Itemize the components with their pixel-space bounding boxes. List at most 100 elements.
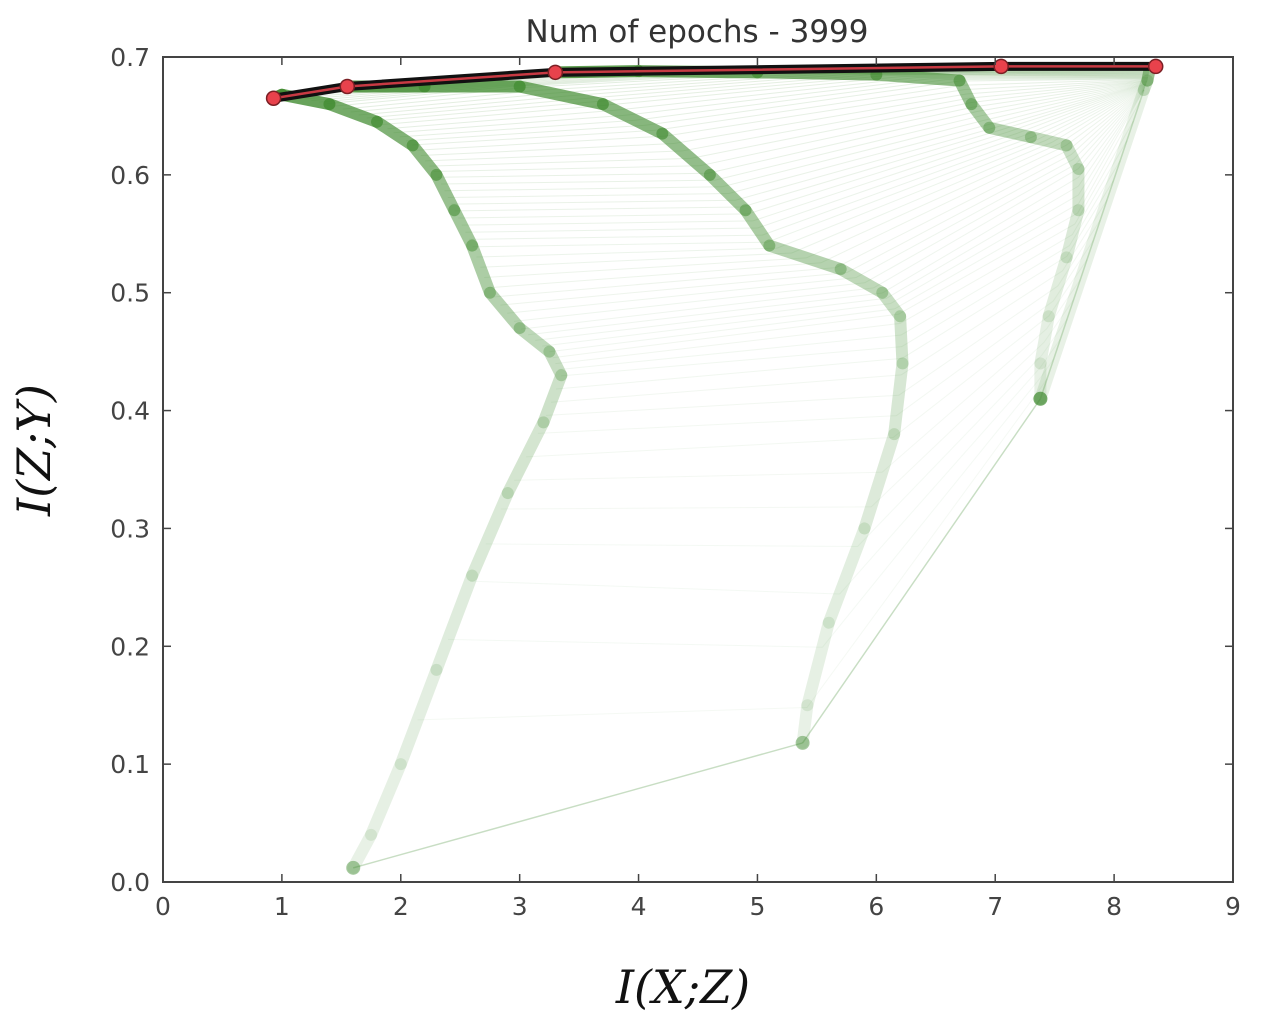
fan-link (542, 303, 891, 347)
fan-link (485, 543, 858, 548)
fan-link (673, 93, 967, 144)
fan-link (437, 172, 709, 178)
fan-link (451, 199, 736, 205)
series-segment (1034, 84, 1150, 405)
series-segment (483, 286, 526, 335)
fan-link (882, 176, 1079, 294)
x-tick-label: 1 (274, 892, 290, 921)
fan-link (890, 194, 1079, 305)
series-segment (371, 115, 419, 152)
fan-link (791, 141, 1053, 254)
series-segment (394, 663, 443, 771)
fan-link (900, 270, 1063, 376)
fan-link (961, 78, 1148, 86)
fan-link (353, 742, 803, 869)
fan-link (900, 223, 1076, 324)
fan-link (465, 227, 758, 233)
fan-link (350, 92, 552, 113)
fan-link (1074, 120, 1134, 225)
series-segment (466, 487, 514, 582)
fan-link (1075, 87, 1145, 165)
fan-link (870, 341, 1045, 508)
series-segment (537, 369, 568, 429)
fan-link (556, 357, 903, 390)
series-segment (834, 263, 889, 299)
fan-link (425, 150, 683, 162)
fan-link (366, 98, 579, 119)
fan-link (1077, 88, 1145, 170)
y-axis-label: I(Z;Y) (7, 384, 61, 517)
fan-link (1059, 85, 1146, 145)
series-segment (430, 168, 461, 217)
fan-link (690, 102, 971, 159)
series-segment (858, 428, 901, 535)
x-axis-label: I(X;Z) (615, 960, 750, 1014)
fan-link (1052, 239, 1095, 302)
fan-link (983, 81, 1147, 121)
fan-link (555, 322, 901, 365)
fan-link (776, 140, 1046, 249)
fan-link (469, 580, 840, 595)
series-segment (596, 98, 669, 140)
fan-link (707, 110, 978, 174)
fan-link (1071, 140, 1128, 235)
series-segment (822, 522, 871, 629)
fan-link (412, 129, 656, 146)
series-segment (870, 68, 966, 87)
fan-link (1038, 84, 1146, 140)
series-segment (1034, 310, 1055, 370)
series-segment (1042, 251, 1073, 323)
fan-link (393, 114, 626, 134)
fan-link (976, 81, 1148, 112)
fan-link (447, 193, 729, 198)
fan-link (374, 101, 593, 122)
fan-link (757, 135, 1025, 229)
series-segment (888, 357, 909, 441)
fan-link (742, 129, 1001, 208)
fan-link (353, 742, 803, 869)
fan-link (441, 179, 716, 185)
fan-link (1048, 259, 1088, 317)
fan-link (766, 138, 1039, 243)
fan-link (973, 80, 1148, 108)
series-segment (406, 139, 443, 181)
fan-link (625, 78, 932, 116)
series-layer (267, 62, 1156, 875)
series-segment (983, 121, 1037, 144)
fan-link (342, 89, 539, 110)
fan-link (855, 158, 1074, 279)
fan-link (1078, 89, 1145, 196)
fan-link (898, 285, 1059, 396)
series-line (549, 65, 1085, 406)
fan-link (1007, 83, 1147, 133)
fan-link (901, 245, 1070, 348)
fan-link (416, 135, 666, 151)
series-segment (656, 127, 716, 181)
fan-link (507, 277, 856, 314)
fan-link (806, 143, 1060, 259)
fan-link (1031, 84, 1146, 138)
fan-link (1078, 88, 1145, 187)
fan-link (454, 206, 743, 212)
y-tick-label: 0.5 (110, 279, 150, 308)
fan-link (551, 374, 902, 403)
series-line (1033, 62, 1156, 406)
fan-link (898, 212, 1078, 315)
fan-link (964, 79, 1148, 91)
y-tick-label: 0.0 (110, 868, 150, 897)
fan-link (526, 436, 894, 458)
fan-link (1068, 86, 1146, 151)
series-segment (466, 239, 496, 299)
series-start-point (795, 735, 810, 750)
fan-link (892, 315, 1050, 438)
final-epoch-marker (339, 78, 356, 95)
fan-link (493, 267, 836, 298)
chart-title: Num of epochs - 3999 (526, 14, 869, 50)
x-tick-label: 4 (631, 892, 647, 921)
x-tick-label: 3 (512, 892, 528, 921)
series-segment (703, 168, 752, 217)
fan-link (986, 82, 1147, 126)
fan-link (558, 334, 902, 371)
fan-link (1045, 85, 1146, 141)
